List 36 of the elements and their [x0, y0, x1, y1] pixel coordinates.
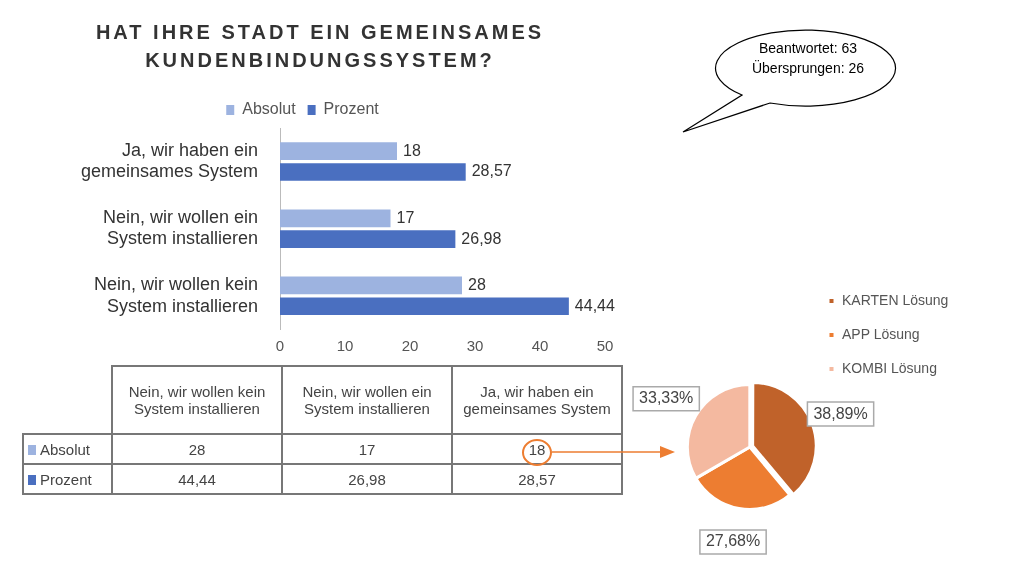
legend-label: APP Lösung [842, 325, 920, 342]
category-label: Nein, wir wollen ein System installieren [302, 383, 432, 417]
data-label: 26,98 [461, 229, 502, 247]
text: Prozent [40, 470, 92, 488]
x-tick-label: 0 [275, 336, 285, 354]
text: Absolut [40, 440, 91, 458]
data-label: 27,68% [705, 532, 761, 550]
text: 44,44 [178, 470, 216, 488]
data-label: 17 [396, 208, 415, 226]
legend-label: KOMBI Lösung [842, 359, 937, 376]
text: 28,57 [518, 470, 556, 488]
x-tick-label: 10 [336, 336, 354, 354]
text: Übersprungen: 26 [750, 59, 866, 78]
category-label: Ja, wir haben ein gemeinsames System [463, 383, 611, 417]
data-label: 44,44 [574, 296, 615, 314]
text: 18 [528, 440, 546, 458]
data-label: 38,89% [813, 404, 868, 422]
y-tick-label: Nein, wir wollen ein System installieren [102, 206, 258, 249]
text: 17 [358, 440, 376, 458]
legend-label: KARTEN Lösung [842, 291, 949, 308]
chart-title: HAT IHRE STADT EIN GEMEINSAMES KUNDENBINDUNGSSYSTEM? [94, 20, 546, 73]
text: 26,98 [348, 470, 386, 488]
x-tick-label: 20 [401, 336, 419, 354]
legend-label: Prozent [323, 100, 380, 118]
data-label: 28,57 [471, 162, 512, 180]
x-tick-label: 30 [466, 336, 484, 354]
y-tick-label: Nein, wir wollen kein System installieren [93, 274, 258, 316]
data-label: 18 [403, 141, 421, 159]
data-label: 28 [468, 275, 486, 293]
x-tick-label: 40 [531, 336, 549, 354]
data-label: 33,33% [639, 389, 694, 407]
x-tick-label: 50 [596, 336, 614, 354]
text: Beantwortet: 63 [757, 39, 859, 58]
text: 28 [188, 440, 206, 458]
legend-label: Absolut [242, 100, 297, 118]
y-tick-label: Ja, wir haben ein gemeinsames System [80, 139, 258, 182]
